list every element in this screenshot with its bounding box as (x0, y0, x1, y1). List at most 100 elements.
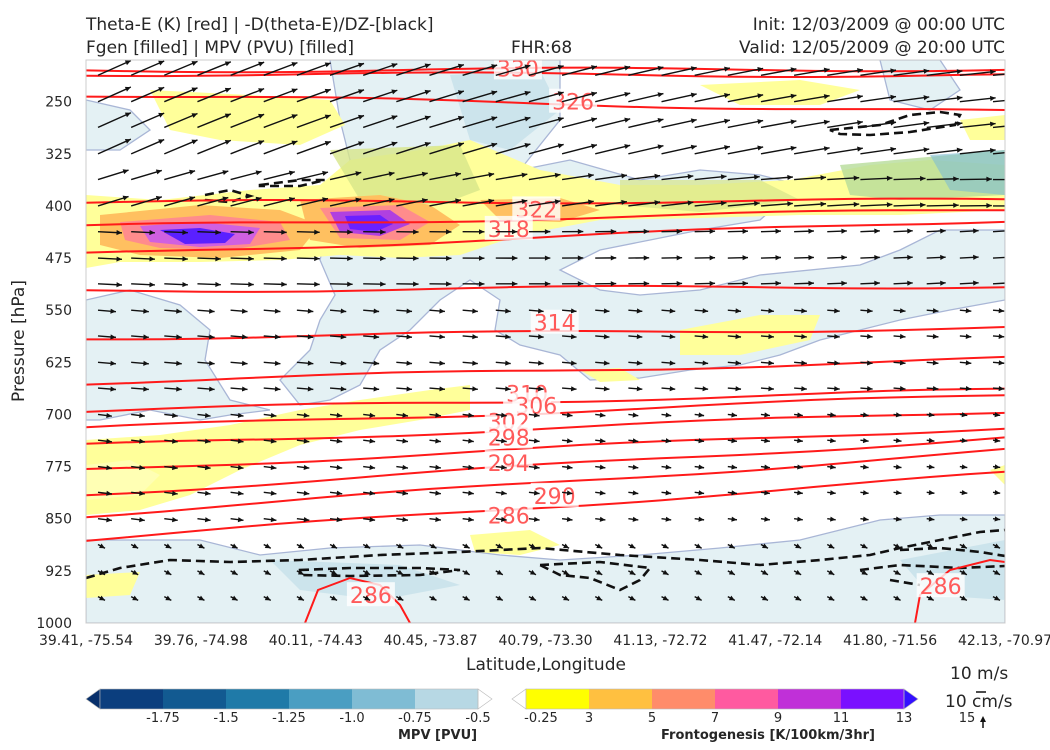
wind-arrow (130, 60, 165, 76)
y-tick-label: 700 (45, 407, 72, 423)
wind-arrow-head (570, 308, 577, 314)
wind-arrow-shaft (860, 121, 897, 129)
wind-arrow (329, 308, 347, 314)
vertical-reference-label: 10 cm/s (945, 692, 1013, 712)
wind-arrow (97, 517, 112, 523)
wind-arrow-head (994, 595, 1001, 601)
wind-arrow (97, 282, 123, 288)
wind-arrow-head (106, 517, 112, 523)
wind-arrow (826, 595, 835, 602)
wind-arrow (992, 385, 1005, 392)
wind-arrow (528, 255, 551, 261)
theta-e-label: 318 (488, 218, 530, 243)
wind-arrow (97, 112, 132, 129)
wind-arrow-shaft (462, 142, 498, 155)
wind-arrow-head (172, 412, 178, 418)
wind-arrow (860, 516, 869, 522)
wind-arrow (396, 198, 428, 207)
wind-arrow-head (596, 569, 603, 575)
wind-arrow-head (331, 543, 338, 549)
wind-arrow-head (886, 202, 893, 208)
wind-arrow-head (122, 195, 129, 201)
wind-arrow-head (324, 140, 331, 146)
wind-arrow-head (986, 176, 992, 182)
wind-arrow-shaft (230, 61, 265, 76)
wind-arrow-head (288, 197, 295, 203)
wind-arrow-head (764, 412, 770, 418)
x-tick-label: 41.47, -72.14 (728, 633, 822, 649)
wind-arrow (296, 543, 305, 549)
wind-arrow (594, 569, 603, 576)
wind-arrow-head (566, 464, 573, 470)
theta-e-label: 314 (534, 312, 576, 337)
wind-arrow-head (124, 112, 131, 118)
wind-arrow-head (1020, 203, 1025, 208)
wind-arrow-head (224, 87, 231, 93)
wind-arrow-head (231, 543, 238, 549)
wind-arrow-head (446, 281, 452, 287)
wind-arrow (694, 200, 727, 207)
wind-arrow-head (890, 120, 897, 126)
wind-arrow-head (314, 281, 320, 287)
wind-arrow-head (215, 229, 221, 235)
wind-arrow (396, 412, 409, 418)
wind-arrow (164, 169, 196, 181)
wind-arrow-head (1020, 177, 1025, 182)
wind-arrow (959, 228, 979, 234)
wind-arrow (561, 516, 573, 522)
wind-arrow (130, 543, 139, 549)
wind-arrow-head (258, 140, 265, 146)
wind-arrow (926, 69, 963, 76)
wind-arrow (694, 118, 731, 129)
wind-arrow (561, 595, 570, 602)
wind-arrow (992, 543, 1001, 549)
wind-arrow (429, 516, 441, 523)
wind-arrow-head (488, 172, 495, 178)
y-tick-label: 850 (45, 512, 72, 528)
wind-arrow-head (224, 140, 231, 145)
wind-arrow (362, 141, 398, 155)
wind-arrow (528, 199, 561, 207)
wind-arrow (727, 360, 742, 366)
wind-arrow-head (116, 256, 122, 262)
wind-arrow-head (629, 543, 636, 549)
wind-arrow-head (643, 255, 650, 261)
wind-arrow-shaft (329, 62, 365, 76)
wind-arrow (661, 412, 672, 418)
wind-arrow (827, 438, 836, 444)
wind-arrow-head (397, 569, 404, 575)
wind-arrow (860, 120, 897, 129)
wind-arrow (131, 438, 145, 444)
wind-arrow (495, 229, 518, 235)
wind-arrow (462, 116, 498, 129)
wind-arrow (595, 281, 617, 287)
y-axis: 250 325 400 475 550 625 700 775 850 925 1000 (36, 95, 72, 632)
wind-arrow (661, 92, 697, 103)
wind-arrow (793, 94, 830, 103)
wind-arrow (363, 516, 376, 523)
wind-arrow-shaft (263, 140, 298, 155)
wind-arrow-head (358, 114, 365, 120)
wind-arrow (396, 490, 409, 496)
wind-arrow-head (424, 63, 431, 69)
wind-arrow-head (735, 360, 742, 366)
wind-arrow (694, 92, 731, 103)
theta-e-line (86, 427, 1005, 470)
wind-arrow (827, 146, 863, 155)
wind-arrow-head (768, 308, 774, 314)
wind-arrow (760, 360, 774, 366)
wind-arrow-head (624, 117, 631, 123)
wind-arrow (131, 360, 149, 366)
wind-arrow-head (544, 255, 551, 261)
wind-arrow (164, 60, 198, 76)
wind-arrow-head (657, 92, 664, 98)
wind-arrow (926, 386, 939, 392)
wind-arrow (561, 543, 570, 549)
wind-arrow-head (248, 256, 254, 262)
wind-arrow (263, 490, 277, 496)
wind-arrow-head (139, 490, 145, 496)
wind-arrow-head (331, 569, 338, 575)
wind-arrow-head (1023, 96, 1029, 101)
x-axis-label: Latitude,Longitude (466, 655, 626, 675)
wind-arrow-head (624, 91, 631, 97)
